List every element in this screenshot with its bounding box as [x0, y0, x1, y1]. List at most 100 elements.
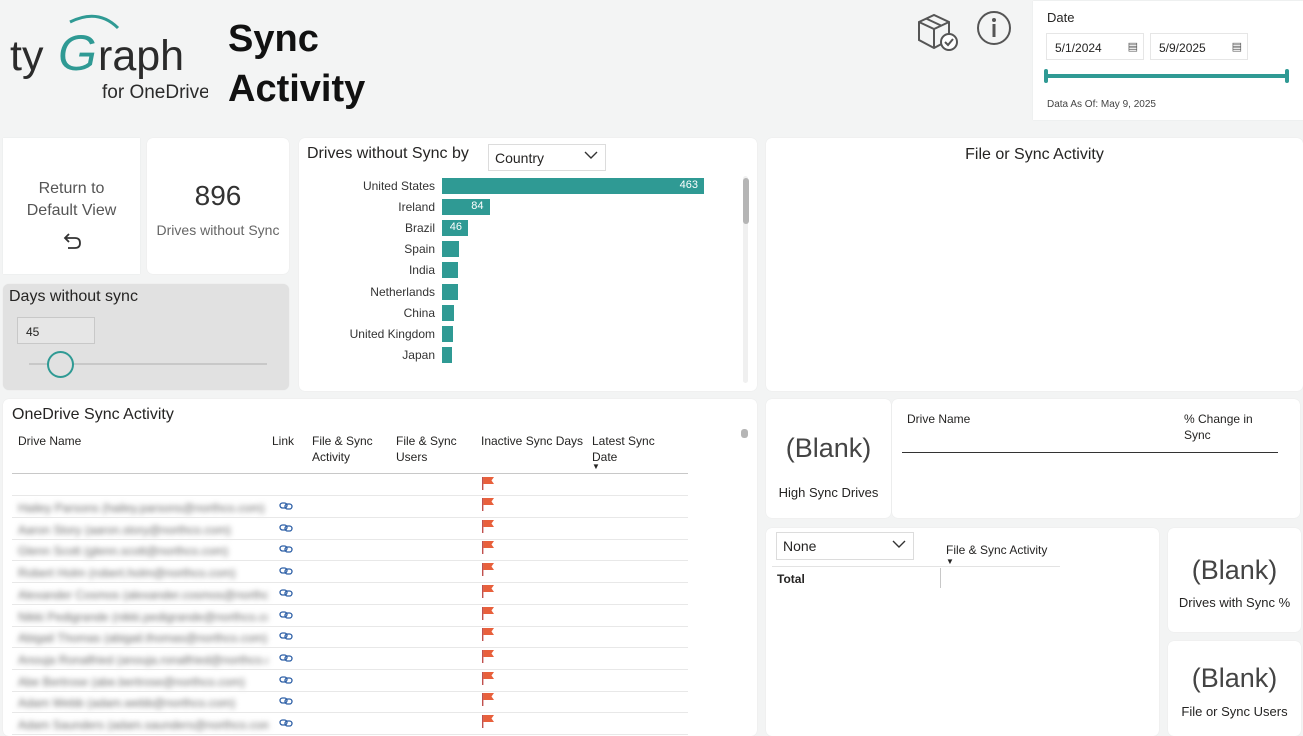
calendar-icon[interactable]: ▤: [1231, 41, 1242, 53]
table-row-drive-name: Abe Bertrose (abe.bertrose@northco.com): [18, 674, 245, 689]
flag-icon: [481, 476, 495, 496]
table-row-divider: [12, 712, 688, 714]
date-range-start-handle[interactable]: [1044, 69, 1048, 83]
chart-scrollbar-thumb[interactable]: [743, 178, 749, 224]
link-icon[interactable]: [279, 500, 293, 515]
file-sync-users-card: (Blank) File or Sync Users: [1168, 641, 1301, 736]
link-icon[interactable]: [279, 652, 293, 667]
col-drive-name[interactable]: Drive Name: [907, 412, 971, 426]
chart-category-label: China: [403, 305, 435, 320]
chart-bar[interactable]: [442, 220, 469, 237]
table-title: OneDrive Sync Activity: [12, 406, 174, 423]
chart-bar[interactable]: [442, 304, 455, 321]
chart-category-label: Ireland: [398, 200, 435, 215]
page-title: Sync Activity: [228, 14, 365, 114]
col-pct-change[interactable]: % Change in Sync: [1184, 411, 1253, 443]
table-row-divider: [12, 690, 688, 692]
kpi-value: 896: [194, 180, 242, 211]
col-latest-sync-date[interactable]: Latest Sync Date: [592, 433, 655, 465]
onedrive-sync-activity-table: OneDrive Sync Activity Drive Name Link F…: [3, 399, 757, 736]
col-inactive-sync-days[interactable]: Inactive Sync Days: [481, 434, 584, 448]
calendar-icon[interactable]: ▤: [1127, 41, 1138, 53]
link-icon[interactable]: [279, 609, 293, 624]
flag-icon: [481, 497, 495, 517]
package-check-icon[interactable]: [914, 10, 960, 54]
table-row-drive-name: Adam Saunders (adam.saunders@northco.com…: [18, 718, 268, 732]
high-sync-label: High Sync Drives: [778, 485, 879, 500]
matrix-col-header[interactable]: File & Sync Activity: [946, 543, 1048, 557]
date-filter-title: Date: [1047, 10, 1075, 25]
table-row-divider: [12, 560, 688, 562]
table-row-divider: [12, 582, 688, 584]
flag-icon: [481, 562, 495, 582]
chart-title: Drives without Sync by: [307, 145, 469, 162]
logo-subtitle: for OneDrive: [102, 82, 208, 103]
link-icon[interactable]: [279, 674, 293, 689]
return-label-line1: Return to: [38, 180, 105, 197]
link-icon[interactable]: [279, 587, 293, 602]
chart-category-label: Netherlands: [370, 284, 435, 299]
drives-with-sync-value: (Blank): [1191, 555, 1278, 585]
table-row-divider: [12, 734, 688, 735]
table-row-divider: [12, 495, 688, 496]
chart-bar[interactable]: [442, 325, 453, 342]
col-file-sync-users[interactable]: File & Sync Users: [396, 433, 457, 465]
days-input[interactable]: 45: [17, 317, 95, 344]
table-header-divider: [12, 473, 688, 474]
table-row-divider: [12, 647, 688, 649]
flag-icon: [481, 627, 495, 647]
matrix-group-dropdown[interactable]: None: [776, 532, 914, 560]
link-icon[interactable]: [279, 522, 293, 537]
table-row-divider: [12, 603, 688, 605]
link-icon[interactable]: [279, 543, 293, 558]
chart-category-label: Japan: [402, 347, 435, 362]
flag-icon: [481, 649, 495, 669]
file-or-sync-activity-panel: File or Sync Activity: [766, 138, 1303, 391]
tygraph-logo: ty G raph for OneDrive: [8, 8, 210, 108]
matrix-total-label: Total: [777, 572, 805, 586]
flag-icon: [481, 692, 495, 712]
chart-bar[interactable]: [442, 199, 490, 216]
drives-without-sync-card: 896 Drives without Sync: [147, 138, 289, 274]
return-default-view-button[interactable]: Return to Default View: [3, 138, 140, 274]
chart-group-by-dropdown[interactable]: Country: [488, 144, 606, 171]
col-drive-name[interactable]: Drive Name: [18, 434, 82, 448]
days-slider-track[interactable]: [29, 363, 267, 365]
chart-bar[interactable]: [442, 262, 458, 279]
chart-scrollbar-track[interactable]: [743, 176, 748, 383]
days-slider-thumb[interactable]: [47, 351, 74, 378]
days-without-sync-slicer: Days without sync 45: [3, 284, 289, 390]
chart-data-label: 84: [471, 200, 484, 213]
link-icon[interactable]: [279, 717, 293, 732]
table-row-divider: [12, 517, 688, 518]
chart-bar[interactable]: [442, 346, 452, 363]
chart-bar[interactable]: [442, 178, 704, 194]
info-icon[interactable]: [974, 10, 1020, 54]
table-row-drive-name: Alexander Cosmos (alexander.cosmos@north…: [18, 587, 268, 602]
date-filter: Date 5/1/2024 ▤ 5/9/2025 ▤ Data As Of: M…: [1033, 1, 1303, 120]
link-icon[interactable]: [279, 565, 293, 580]
col-file-sync-activity[interactable]: File & Sync Activity: [312, 433, 373, 465]
high-sync-drives-card: (Blank) High Sync Drives: [766, 399, 891, 518]
col-fsu-line1: File & Sync: [396, 434, 457, 448]
chart-bar[interactable]: [442, 283, 458, 300]
table-scrollbar-thumb[interactable]: [741, 429, 748, 438]
chart-category-label: Brazil: [404, 221, 435, 236]
link-icon[interactable]: [279, 630, 293, 645]
drives-with-sync-card: (Blank) Drives with Sync %: [1168, 528, 1301, 632]
date-start-input[interactable]: 5/1/2024 ▤: [1046, 33, 1144, 60]
chart-bar[interactable]: [442, 241, 459, 258]
fsa-title: File or Sync Activity: [965, 146, 1104, 163]
date-range-track[interactable]: [1045, 74, 1287, 78]
date-end-input[interactable]: 5/9/2025 ▤: [1150, 33, 1248, 60]
page-title-line1: Sync: [228, 18, 319, 60]
logo-text-ty: ty: [10, 32, 44, 80]
table-row-divider: [12, 625, 688, 627]
date-range-end-handle[interactable]: [1285, 69, 1289, 83]
link-icon[interactable]: [279, 695, 293, 710]
chart-dropdown-value: Country: [495, 150, 545, 166]
chart-data-label: 46: [449, 221, 463, 234]
table-row-drive-name: Robert Holm (robert.holm@northco.com): [18, 566, 236, 581]
col-link[interactable]: Link: [272, 434, 295, 448]
table-row-drive-name: Hailey Parsons (hailey.parsons@northco.c…: [18, 501, 265, 515]
